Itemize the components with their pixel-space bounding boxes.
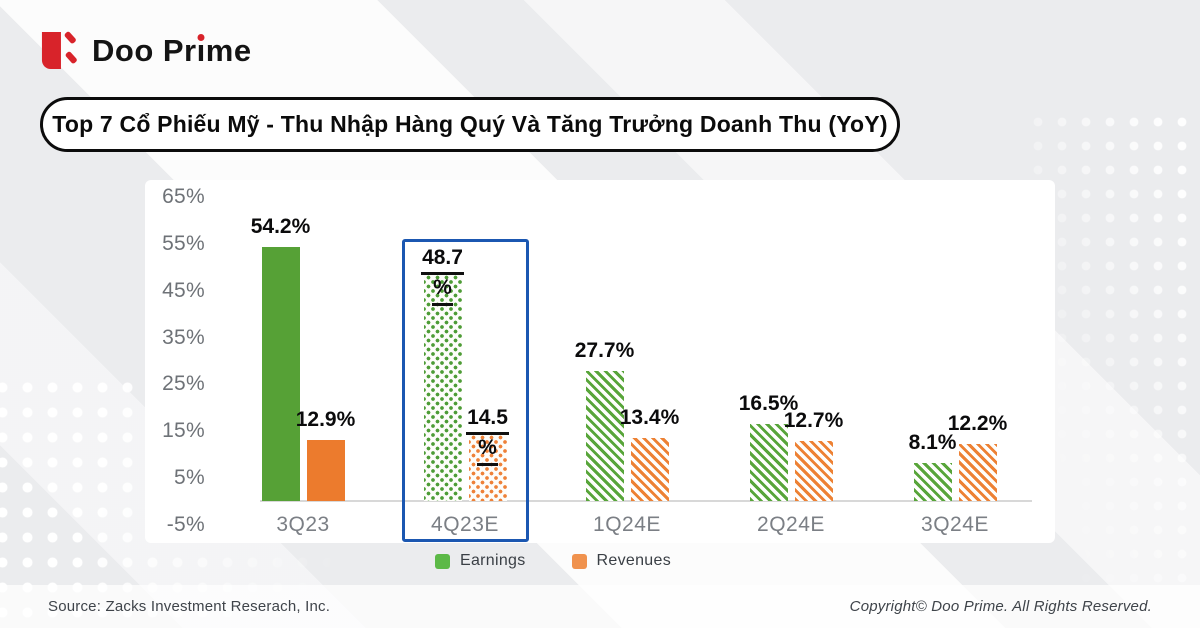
- x-axis-label-2q24e: 2Q24E: [757, 513, 825, 536]
- x-axis-label-4q23e: 4Q23E: [431, 513, 499, 536]
- value-label-revenues-2q24e: 12.7%: [783, 409, 844, 433]
- y-tick-label: 15%: [162, 419, 205, 443]
- chart-card: 65% 55% 45% 35% 25% 15% 5% -5% 54.2% 12.9% 3Q23 48…: [145, 180, 1055, 543]
- bar-slot: 48.7%: [421, 246, 464, 501]
- chart-title: Top 7 Cổ Phiếu Mỹ - Thu Nhập Hàng Quý Và…: [52, 111, 888, 137]
- bar-group-2q24e: 16.5% 12.7%: [739, 392, 843, 501]
- y-axis: 65% 55% 45% 35% 25% 15% 5% -5%: [145, 180, 205, 543]
- bar-group-1q24e: 27.7% 13.4%: [575, 339, 679, 501]
- bar-earnings-4q23e: [423, 273, 462, 501]
- y-tick-label: 65%: [162, 185, 205, 208]
- halftone-dots-right-decoration: [1026, 110, 1200, 590]
- value-label-earnings-3q23: 54.2%: [250, 215, 311, 239]
- value-label-revenues-3q24e: 12.2%: [947, 412, 1008, 436]
- y-tick-label: 5%: [174, 466, 205, 490]
- y-tick-label: 45%: [162, 278, 205, 302]
- bar-revenues-3q24e: [958, 444, 997, 501]
- footer-bar: Source: Zacks Investment Reserach, Inc. …: [0, 585, 1200, 628]
- value-label-earnings-2q24e: 16.5%: [738, 392, 799, 416]
- value-label-revenues-4q23e: 14.5%: [423, 405, 553, 466]
- value-label-revenues-1q24e: 13.4%: [619, 406, 680, 430]
- legend-swatch-revenues: [571, 553, 587, 569]
- bar-slot: 14.5%: [466, 406, 509, 501]
- doo-prime-logo-text: Doo Prıme: [92, 33, 252, 68]
- value-label-earnings-3q24e: 8.1%: [908, 431, 957, 455]
- doo-prime-logo-icon: [41, 31, 77, 70]
- copyright-text: Copyright© Doo Prime. All Rights Reserve…: [849, 598, 1152, 615]
- bar-earnings-3q24e: [913, 463, 952, 501]
- bar-slot: 8.1%: [909, 431, 956, 501]
- bar-slot: 12.7%: [784, 409, 843, 501]
- legend-label-earnings: Earnings: [459, 552, 526, 569]
- plot-area: 54.2% 12.9% 3Q23 48.7% 14.5% 4Q23E 27.7% 13.4% 1…: [145, 180, 1055, 543]
- bar-slot: 12.9%: [296, 408, 355, 501]
- chart-legend: Earnings Revenues: [145, 552, 1055, 570]
- legend-swatch-earnings: [434, 553, 450, 569]
- value-label-earnings-4q23e: 48.7%: [378, 245, 508, 306]
- x-axis-baseline: [260, 500, 1032, 502]
- y-tick-label: 25%: [162, 372, 205, 396]
- bar-group-3q23: 54.2% 12.9%: [251, 215, 355, 501]
- bar-revenues-3q23: [306, 440, 345, 501]
- legend-label-revenues: Revenues: [596, 552, 671, 569]
- bar-earnings-2q24e: [749, 424, 788, 501]
- bar-slot: 27.7%: [575, 339, 634, 501]
- bar-revenues-1q24e: [630, 438, 669, 501]
- x-axis-label-3q24e: 3Q24E: [921, 513, 989, 536]
- bar-group-3q24e: 8.1% 12.2%: [909, 412, 1007, 501]
- y-tick-label: 35%: [162, 325, 205, 349]
- value-label-revenues-3q23: 12.9%: [295, 408, 356, 432]
- x-axis-label-3q23: 3Q23: [276, 513, 330, 536]
- bar-slot: 16.5%: [739, 392, 798, 501]
- bar-revenues-4q23e: [468, 433, 507, 501]
- bar-slot: 54.2%: [251, 215, 310, 501]
- bar-group-4q23e: 48.7% 14.5%: [421, 246, 509, 501]
- x-axis-label-1q24e: 1Q24E: [593, 513, 661, 536]
- y-tick-label: 55%: [162, 231, 205, 255]
- source-text: Source: Zacks Investment Reserach, Inc.: [48, 598, 331, 615]
- bar-revenues-2q24e: [794, 441, 833, 501]
- chart-title-banner: Top 7 Cổ Phiếu Mỹ - Thu Nhập Hàng Quý Và…: [40, 97, 900, 152]
- legend-item-revenues: Revenues: [571, 552, 671, 570]
- doo-prime-logo: Doo Prıme: [40, 31, 252, 70]
- legend-item-earnings: Earnings: [434, 552, 526, 570]
- bar-earnings-3q23: [261, 247, 300, 501]
- bar-earnings-1q24e: [585, 371, 624, 501]
- y-tick-label: -5%: [166, 513, 205, 537]
- bar-slot: 12.2%: [948, 412, 1007, 501]
- bar-slot: 13.4%: [620, 406, 679, 501]
- value-label-earnings-1q24e: 27.7%: [574, 339, 635, 363]
